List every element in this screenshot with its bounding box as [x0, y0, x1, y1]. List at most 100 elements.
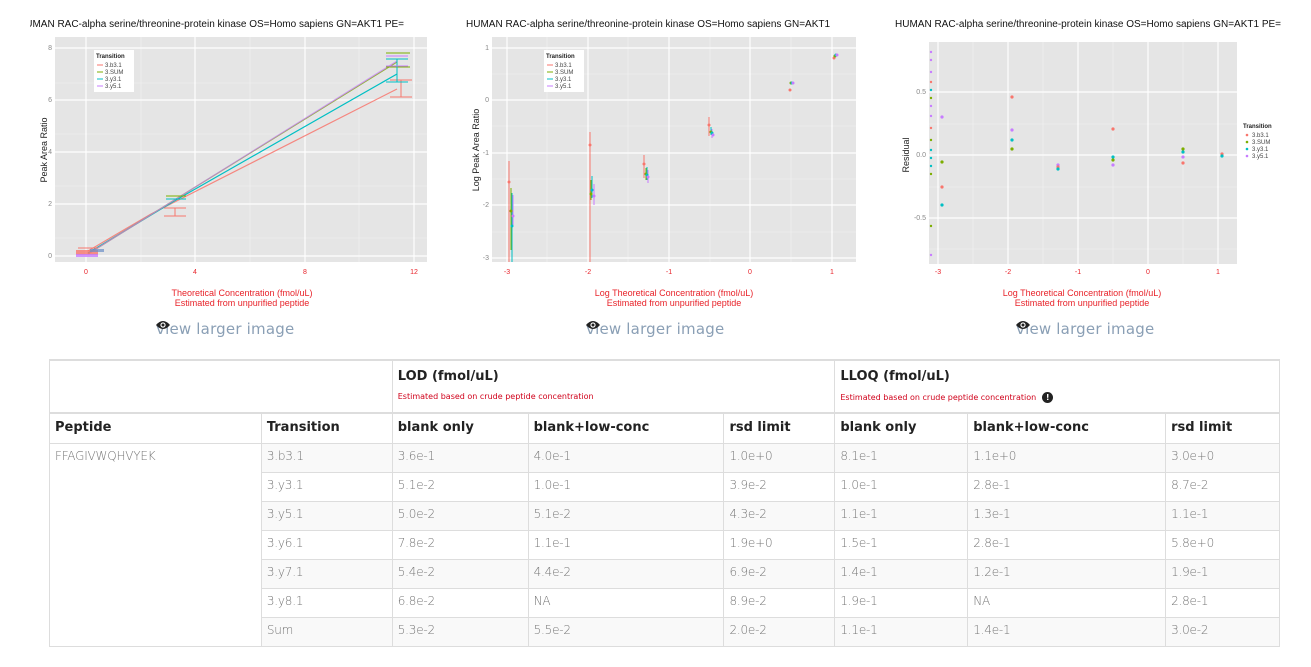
group-header-row: LOD (fmol/uL) Estimated based on crude p…: [49, 359, 1280, 414]
svg-text:4: 4: [193, 269, 197, 276]
svg-text:0: 0: [48, 253, 52, 260]
svg-text:0.0: 0.0: [916, 152, 926, 159]
lloq-low-cell: 2.8e-1: [967, 471, 1167, 502]
svg-text:-2: -2: [483, 202, 489, 209]
svg-text:Transition: Transition: [546, 54, 575, 60]
lloq-low-cell: NA: [967, 587, 1167, 618]
table-row: 3.y5.1 5.0e-2 5.1e-2 4.3e-2 1.1e-1 1.3e-…: [50, 500, 1280, 531]
lod-header-note: Estimated based on crude peptide concent…: [397, 392, 594, 401]
lloq-rsd-cell: 8.7e-2: [1165, 471, 1280, 502]
table-row: 3.y7.1 5.4e-2 4.4e-2 6.9e-2 1.4e-1 1.2e-…: [50, 558, 1280, 589]
transition-cell: 3.y6.1: [260, 529, 393, 560]
transition-cell: 3.y8.1: [260, 587, 393, 618]
lod-header-title: LOD (fmol/uL): [397, 369, 499, 384]
eye-icon: [1016, 321, 1030, 329]
lloq-blank-cell: 1.1e-1: [834, 616, 969, 647]
lloq-low-cell: 1.2e-1: [967, 558, 1167, 589]
lod-low-cell: 4.4e-2: [527, 558, 725, 589]
linear-chart[interactable]: 0 2 4 6 8 0 4 8 12 Peak Area Ratio: [30, 0, 460, 320]
lod-blank-cell: 5.4e-2: [391, 558, 529, 589]
lloq-header-title: LLOQ (fmol/uL): [840, 369, 950, 384]
col-lloq-rsd-limit: rsd limit: [1165, 412, 1280, 444]
lod-rsd-cell: 2.0e-2: [723, 616, 836, 647]
lloq-header-note-wrap: Estimated based on crude peptide concent…: [840, 392, 1274, 403]
transition-cell: 3.y7.1: [260, 558, 393, 589]
lloq-low-cell: 1.4e-1: [967, 616, 1167, 647]
svg-text:1: 1: [485, 45, 489, 52]
eye-icon: [156, 321, 170, 329]
svg-text:3.b3.1: 3.b3.1: [555, 63, 572, 69]
svg-text:-2: -2: [1005, 269, 1011, 276]
lod-rsd-cell: 1.0e+0: [723, 442, 836, 473]
svg-text:8: 8: [303, 269, 307, 276]
y-axis-label: Peak Area Ratio: [39, 117, 49, 182]
view-larger-image-link-1[interactable]: view larger image: [156, 320, 295, 338]
svg-text:-0.5: -0.5: [914, 215, 926, 222]
view-larger-image-link-3[interactable]: view larger image: [1016, 320, 1155, 338]
lloq-low-cell: 1.3e-1: [967, 500, 1167, 531]
lod-rsd-cell: 8.9e-2: [723, 587, 836, 618]
transition-cell: 3.b3.1: [260, 442, 393, 473]
svg-text:8: 8: [48, 45, 52, 52]
x-axis-label: Log Theoretical Concentration (fmol/uL) E…: [1002, 288, 1162, 308]
lloq-low-cell: 1.1e+0: [967, 442, 1167, 473]
lod-lloq-table-container: LOD (fmol/uL) Estimated based on crude p…: [49, 359, 1281, 647]
svg-text:3.y3.1: 3.y3.1: [1252, 147, 1269, 153]
lod-blank-cell: 6.8e-2: [391, 587, 529, 618]
svg-text:-3: -3: [504, 269, 510, 276]
log-chart[interactable]: -3 -2 -1 0 1 -3 -2 -1 0 1 Log Peak Area Ratio: [460, 0, 890, 320]
plot-title: HUMAN RAC-alpha serine/threonine-protein…: [30, 19, 405, 30]
svg-text:0.5: 0.5: [916, 89, 926, 96]
svg-text:-1: -1: [1075, 269, 1081, 276]
lod-rsd-cell: 3.9e-2: [723, 471, 836, 502]
svg-text:3.y5.1: 3.y5.1: [555, 84, 572, 90]
svg-text:3.SUM: 3.SUM: [555, 70, 573, 76]
svg-text:Transition: Transition: [96, 54, 125, 60]
lloq-blank-cell: 1.4e-1: [834, 558, 969, 589]
lloq-rsd-cell: 3.0e-2: [1165, 616, 1280, 647]
lloq-rsd-cell: 1.9e-1: [1165, 558, 1280, 589]
svg-text:Transition: Transition: [1243, 124, 1272, 130]
group-header-empty: [49, 359, 393, 414]
lod-low-cell: 5.1e-2: [527, 500, 725, 531]
lloq-blank-cell: 1.9e-1: [834, 587, 969, 618]
table-row: FFAGIVWQHVYEK 3.b3.1 3.6e-1 4.0e-1 1.0e+…: [49, 442, 1280, 647]
lod-low-cell: 4.0e-1: [527, 442, 725, 473]
svg-text:Residual: Residual: [901, 137, 911, 172]
view-larger-image-link-2[interactable]: view larger image: [586, 320, 725, 338]
residual-chart[interactable]: 0.5 0.0 -0.5 -3 -2 -1 0 1 Residual: [890, 0, 1311, 320]
svg-text:0: 0: [485, 97, 489, 104]
exclamation-info-icon[interactable]: !: [1042, 392, 1054, 403]
svg-text:-3: -3: [935, 269, 941, 276]
col-lod-blank-low-conc: blank+low-conc: [527, 412, 725, 444]
legend: Transition 3.b3.1 3.SUM 3.y3.1 3.y5.1: [94, 50, 134, 92]
svg-text:3.SUM: 3.SUM: [1252, 140, 1270, 146]
plot-log: HUMAN RAC-alpha serine/threonine-protein…: [460, 0, 890, 350]
svg-text:3.y5.1: 3.y5.1: [105, 84, 122, 90]
plot-linear: HUMAN RAC-alpha serine/threonine-protein…: [30, 0, 460, 350]
peptide-cell: FFAGIVWQHVYEK: [49, 442, 262, 647]
lod-low-cell: NA: [527, 587, 725, 618]
plots-row: HUMAN RAC-alpha serine/threonine-protein…: [30, 0, 1311, 350]
lloq-rsd-cell: 5.8e+0: [1165, 529, 1280, 560]
lod-lloq-table: LOD (fmol/uL) Estimated based on crude p…: [49, 359, 1280, 647]
svg-text:3.y3.1: 3.y3.1: [105, 77, 122, 83]
lod-low-cell: 1.1e-1: [527, 529, 725, 560]
svg-text:-3: -3: [483, 255, 489, 262]
svg-text:12: 12: [410, 269, 418, 276]
transition-cell: 3.y3.1: [260, 471, 393, 502]
col-lod-blank-only: blank only: [391, 412, 529, 444]
lloq-rsd-cell: 3.0e+0: [1165, 442, 1280, 473]
svg-text:Log Peak Area Ratio: Log Peak Area Ratio: [471, 109, 481, 192]
svg-text:6: 6: [48, 97, 52, 104]
col-transition: Transition: [260, 412, 393, 444]
plot-title: HUMAN RAC-alpha serine/threonine-protein…: [466, 19, 831, 30]
svg-text:-2: -2: [585, 269, 591, 276]
lloq-header-note: Estimated based on crude peptide concent…: [840, 393, 1037, 402]
lloq-blank-cell: 1.1e-1: [834, 500, 969, 531]
plot-residual: HUMAN RAC-alpha serine/threonine-protein…: [890, 0, 1311, 350]
lod-group-header: LOD (fmol/uL) Estimated based on crude p…: [391, 359, 836, 414]
col-lloq-blank-low-conc: blank+low-conc: [967, 412, 1167, 444]
svg-text:4: 4: [48, 149, 52, 156]
svg-text:-1: -1: [483, 150, 489, 157]
